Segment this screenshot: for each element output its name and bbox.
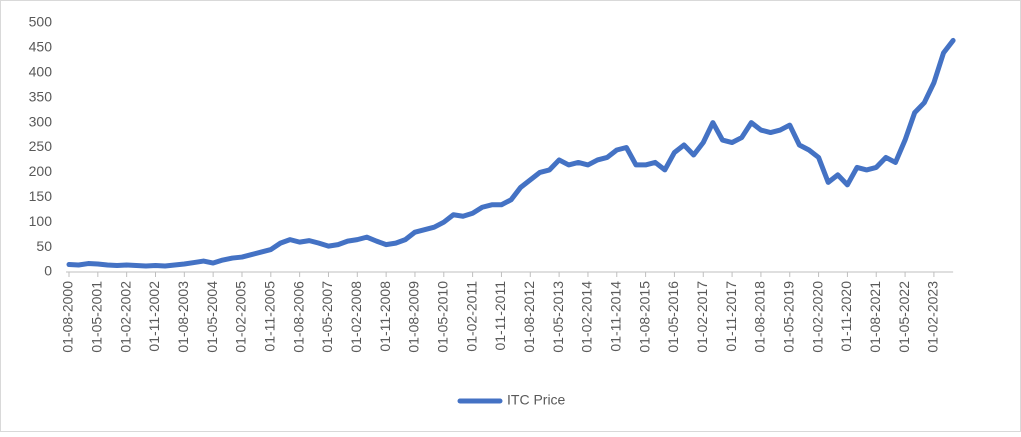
x-tick-label: 01-11-2002: [146, 281, 162, 352]
x-tick-label: 01-02-2023: [925, 281, 941, 353]
x-tick-label: 01-11-2008: [377, 281, 393, 352]
x-tick-label: 01-05-2007: [319, 281, 335, 353]
x-tick-label: 01-02-2005: [233, 281, 249, 353]
x-tick-label: 01-11-2017: [723, 281, 739, 352]
price-line: [66, 37, 956, 269]
x-tick-label: 01-08-2003: [175, 281, 191, 353]
x-tick-label: 01-05-2001: [89, 281, 105, 353]
x-tick-label: 01-02-2011: [463, 281, 479, 352]
x-tick-label: 01-05-2022: [896, 281, 912, 353]
x-tick-label: 01-02-2008: [348, 281, 364, 353]
y-tick-label: 50: [36, 238, 52, 254]
y-tick-label: 250: [29, 138, 53, 154]
y-tick-label: 400: [29, 64, 53, 80]
x-tick-label: 01-11-2011: [492, 281, 508, 351]
x-tick-label: 01-02-2014: [579, 281, 595, 353]
x-tick-label: 01-08-2009: [406, 281, 422, 353]
x-tick-label: 01-08-2021: [867, 281, 883, 353]
x-tick-label: 01-08-2018: [752, 281, 768, 353]
x-tick-label: 01-11-2020: [838, 281, 854, 352]
y-tick-label: 350: [29, 88, 53, 104]
x-tick-label: 01-05-2013: [550, 281, 566, 353]
x-tick-label: 01-08-2015: [636, 281, 652, 353]
y-tick-label: 200: [29, 163, 53, 179]
x-tick-label: 01-02-2017: [694, 281, 710, 353]
x-tick-label: 01-05-2019: [780, 281, 796, 353]
x-tick-label: 01-08-2012: [521, 281, 537, 353]
x-tick-label: 01-11-2014: [607, 281, 623, 352]
x-tick-label: 01-05-2016: [665, 281, 681, 353]
x-tick-label: 01-08-2006: [290, 281, 306, 353]
x-tick-label: 01-08-2000: [60, 281, 76, 353]
x-tick-label: 01-05-2010: [434, 281, 450, 353]
x-tick-label: 01-11-2005: [262, 281, 278, 352]
y-tick-label: 500: [29, 14, 53, 30]
x-tick-label: 01-02-2020: [809, 281, 825, 353]
x-tick-label: 01-05-2004: [204, 281, 220, 353]
y-tick-label: 150: [29, 188, 53, 204]
y-tick-label: 0: [44, 263, 52, 279]
y-tick-label: 300: [29, 113, 53, 129]
y-tick-label: 100: [29, 213, 53, 229]
legend-label: ITC Price: [507, 392, 566, 408]
y-tick-label: 450: [29, 39, 53, 55]
x-tick-label: 01-02-2002: [117, 281, 133, 353]
